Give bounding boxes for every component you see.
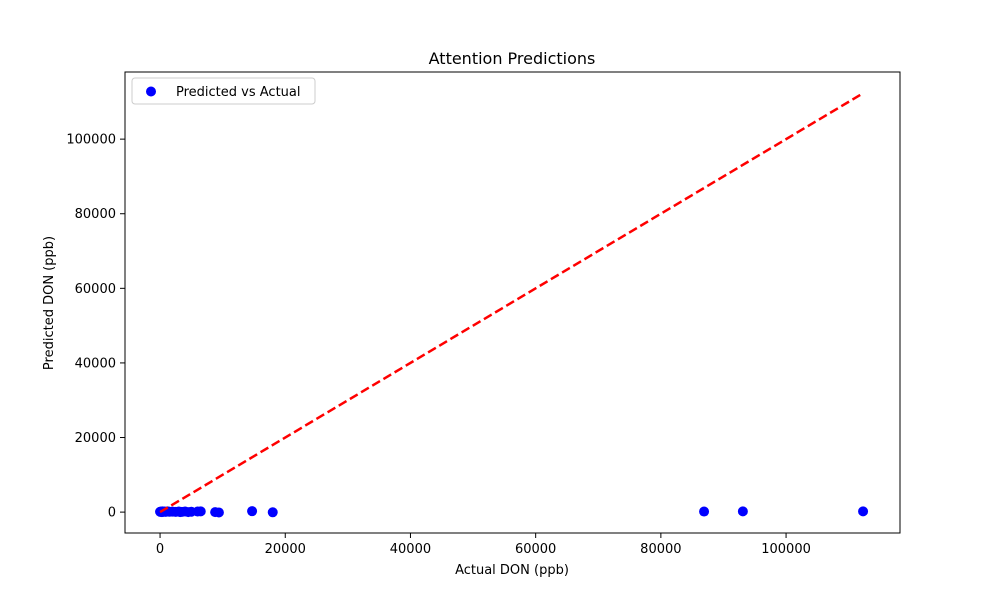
x-tick-label: 100000 xyxy=(761,542,811,557)
reference-line xyxy=(159,92,864,514)
legend-label: Predicted vs Actual xyxy=(176,85,300,100)
data-point xyxy=(267,507,278,518)
y-tick-label: 20000 xyxy=(75,431,116,446)
x-tick-label: 20000 xyxy=(265,542,306,557)
x-tick-label: 40000 xyxy=(390,542,431,557)
data-point xyxy=(213,507,224,518)
x-axis-label: Actual DON (ppb) xyxy=(455,563,569,578)
y-axis-label: Predicted DON (ppb) xyxy=(42,236,57,370)
data-point xyxy=(737,506,748,517)
y-tick-label: 80000 xyxy=(75,207,116,222)
data-point xyxy=(247,506,258,517)
y-tick-label: 0 xyxy=(108,506,116,521)
x-axis-ticks: 0 20000 40000 60000 80000 100000 xyxy=(156,533,811,557)
data-point xyxy=(195,506,206,517)
chart-title: Attention Predictions xyxy=(429,49,596,68)
y-tick-label: 40000 xyxy=(75,356,116,371)
y-tick-label: 100000 xyxy=(66,133,116,148)
legend: Predicted vs Actual xyxy=(131,77,316,105)
x-tick-label: 60000 xyxy=(515,542,556,557)
y-axis-ticks: 0 20000 40000 60000 80000 100000 xyxy=(66,133,125,521)
data-point xyxy=(699,506,710,517)
legend-marker xyxy=(146,86,156,97)
plot-frame xyxy=(124,71,901,534)
y-tick-label: 60000 xyxy=(75,282,116,297)
x-tick-label: 80000 xyxy=(640,542,681,557)
legend-box xyxy=(131,77,316,105)
data-point xyxy=(858,506,869,517)
plot-area xyxy=(155,92,869,518)
x-tick-label: 0 xyxy=(156,542,164,557)
